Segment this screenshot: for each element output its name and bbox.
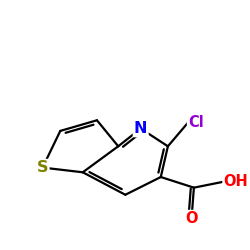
Text: S: S (37, 160, 48, 175)
Text: O: O (185, 211, 198, 226)
Text: OH: OH (224, 174, 248, 189)
Text: Cl: Cl (188, 115, 204, 130)
Text: N: N (134, 121, 147, 136)
